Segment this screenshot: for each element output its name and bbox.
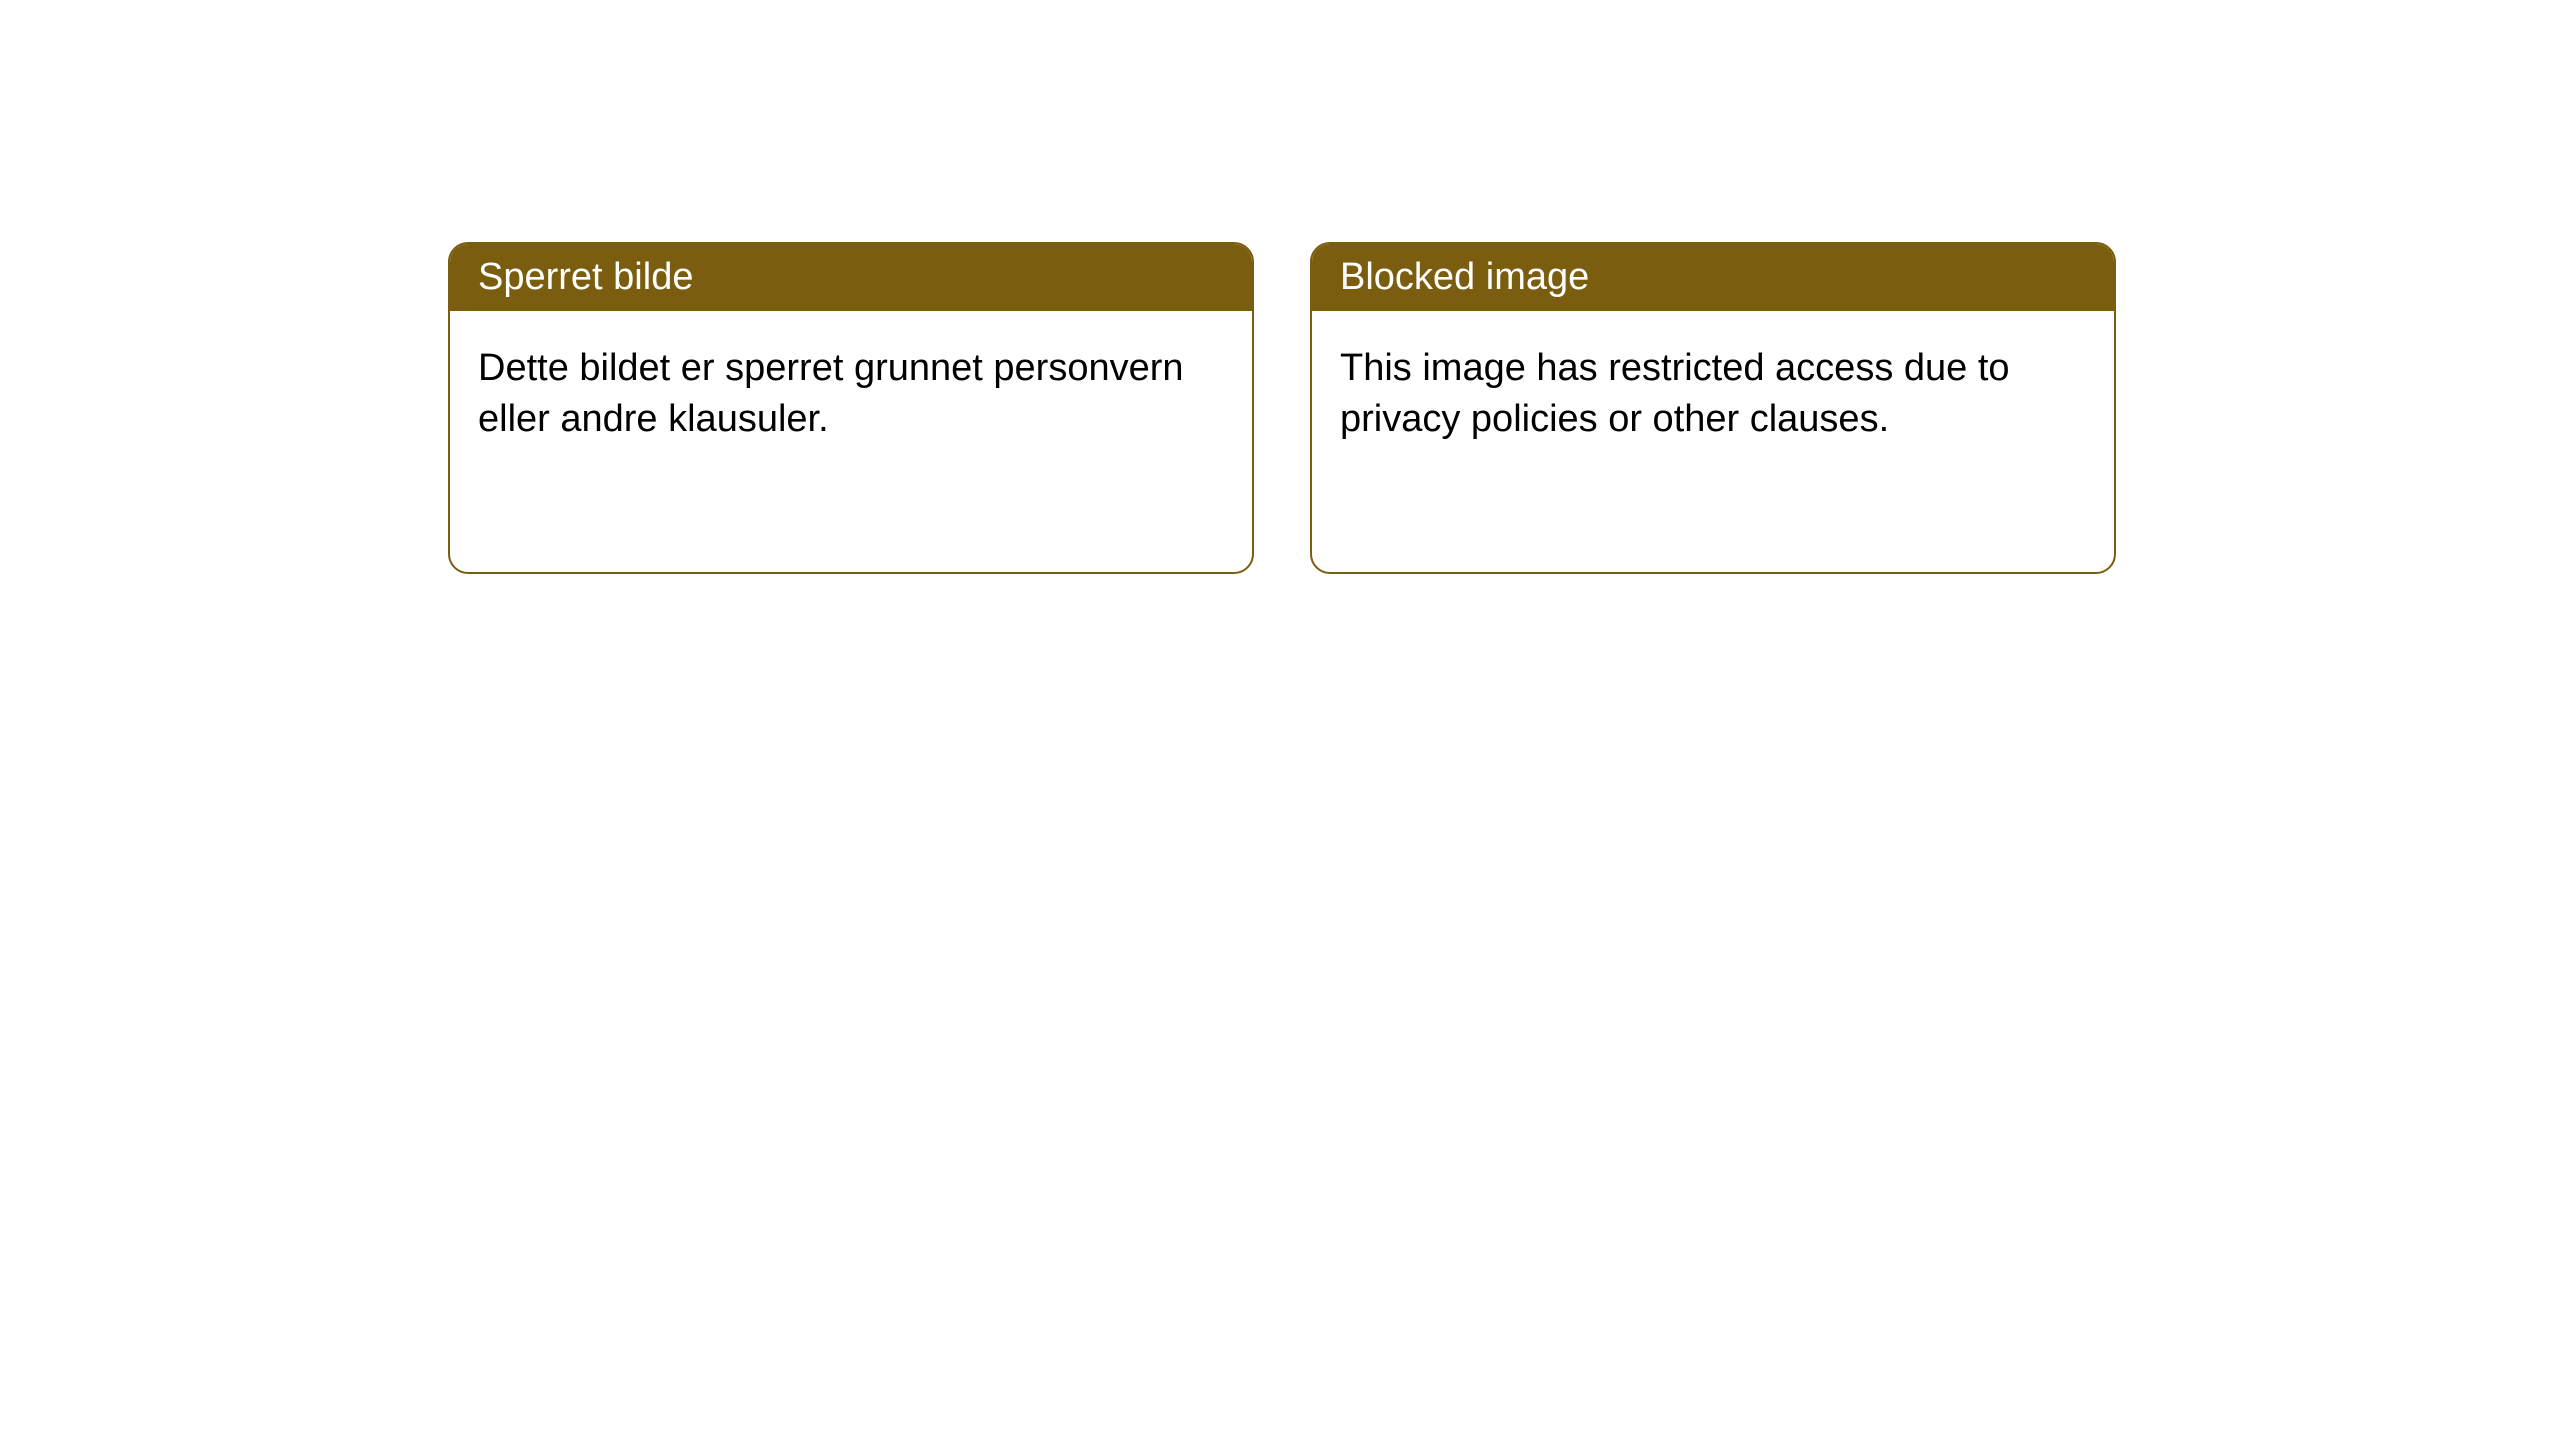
card-header: Blocked image — [1312, 244, 2114, 311]
card-body: Dette bildet er sperret grunnet personve… — [450, 311, 1252, 478]
card-title: Sperret bilde — [478, 256, 693, 298]
notice-card-english: Blocked image This image has restricted … — [1310, 242, 2116, 574]
card-body: This image has restricted access due to … — [1312, 311, 2114, 478]
card-header: Sperret bilde — [450, 244, 1252, 311]
notice-cards-container: Sperret bilde Dette bildet er sperret gr… — [0, 0, 2560, 574]
card-body-text: Dette bildet er sperret grunnet personve… — [478, 347, 1184, 440]
card-title: Blocked image — [1340, 256, 1589, 298]
card-body-text: This image has restricted access due to … — [1340, 347, 2010, 440]
notice-card-norwegian: Sperret bilde Dette bildet er sperret gr… — [448, 242, 1254, 574]
